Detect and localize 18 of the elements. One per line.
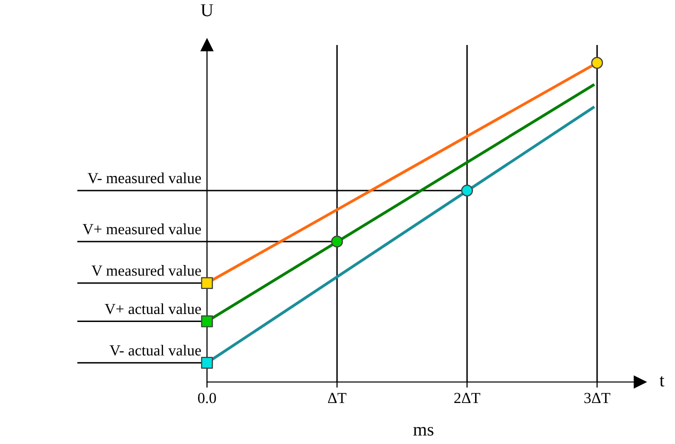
text: t [660,376,664,387]
y-axis-title: U [200,4,214,16]
point [461,184,473,196]
point [591,56,604,69]
ref-line-label: V+ measured value [82,224,201,234]
point [331,236,343,248]
x-tick-label: ΔT [328,392,346,404]
x-tick-label: 2ΔT [454,392,480,404]
ref-line-label: V- actual value [110,344,201,356]
ref-line-label: V measured value [92,265,201,276]
point [201,356,213,369]
x-tick-label: 0.0 [198,392,216,404]
ref-line-label: V+ actual value [104,303,201,314]
point [201,315,213,328]
ref-line-label: V- measured value [88,172,201,184]
x-axis-title: ms [413,426,434,436]
point [201,277,213,290]
x-tick-label: 3ΔT [584,392,610,404]
